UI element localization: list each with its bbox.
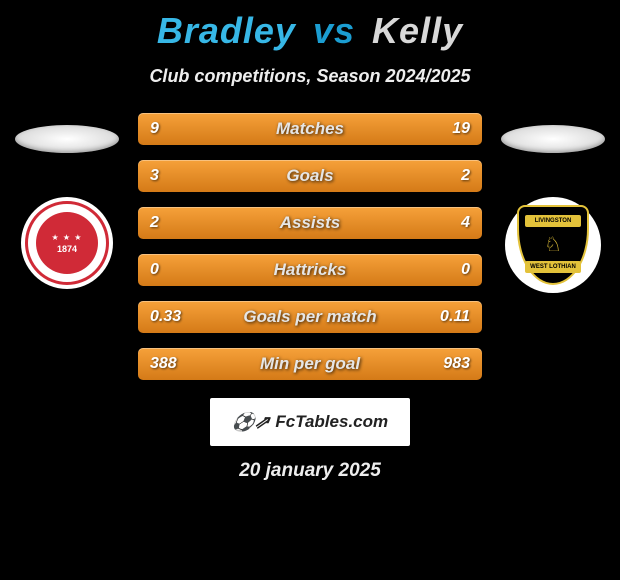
stat-right-value: 0.11 xyxy=(426,308,470,326)
stat-label: Assists xyxy=(280,213,340,233)
stat-right-value: 0 xyxy=(426,261,470,279)
badge-top-banner: LIVINGSTON xyxy=(525,215,581,227)
side-right: LIVINGSTON ♘ WEST LOTHIAN xyxy=(498,113,608,293)
oval-placeholder-icon xyxy=(501,125,605,153)
stat-left-value: 9 xyxy=(150,120,194,138)
stat-row-hattricks: 0 Hattricks 0 xyxy=(138,254,482,286)
stat-row-goals: 3 Goals 2 xyxy=(138,160,482,192)
site-badge: ⚽⇗ FcTables.com xyxy=(210,398,410,446)
stat-row-assists: 2 Assists 4 xyxy=(138,207,482,239)
player2-name: Kelly xyxy=(372,10,463,51)
site-label: FcTables.com xyxy=(275,412,388,432)
lion-icon: ♘ xyxy=(544,232,562,257)
oval-placeholder-icon xyxy=(15,125,119,153)
stat-row-mpg: 388 Min per goal 983 xyxy=(138,348,482,380)
stat-right-value: 4 xyxy=(426,214,470,232)
stat-right-value: 19 xyxy=(426,120,470,138)
player1-photo-slot xyxy=(12,117,122,161)
stat-right-value: 983 xyxy=(426,355,470,373)
badge-ring-icon xyxy=(25,201,109,285)
stat-left-value: 2 xyxy=(150,214,194,232)
stats-column: 9 Matches 19 3 Goals 2 2 Assists 4 0 Hat… xyxy=(138,113,482,380)
shield-icon: LIVINGSTON ♘ WEST LOTHIAN xyxy=(517,205,589,285)
player2-photo-slot xyxy=(498,117,608,161)
stat-label: Goals xyxy=(286,166,333,186)
stat-left-value: 0 xyxy=(150,261,194,279)
badge-bottom-banner: WEST LOTHIAN xyxy=(525,261,581,273)
vs-word: vs xyxy=(313,10,355,51)
player1-club-badge: ★ ★ ★ 1874 xyxy=(21,197,113,289)
main-content: ★ ★ ★ 1874 9 Matches 19 3 Goals 2 2 Assi… xyxy=(0,113,620,380)
vs-title: Bradley vs Kelly xyxy=(0,10,620,52)
stat-left-value: 0.33 xyxy=(150,308,194,326)
stat-label: Goals per match xyxy=(243,307,376,327)
footer-date: 20 january 2025 xyxy=(0,460,620,482)
stat-label: Matches xyxy=(276,119,344,139)
stat-label: Hattricks xyxy=(274,260,347,280)
stat-left-value: 388 xyxy=(150,355,194,373)
player2-club-badge: LIVINGSTON ♘ WEST LOTHIAN xyxy=(505,197,601,293)
player1-name: Bradley xyxy=(157,10,296,51)
site-logo-icon: ⚽⇗ xyxy=(230,412,271,433)
stat-row-matches: 9 Matches 19 xyxy=(138,113,482,145)
side-left: ★ ★ ★ 1874 xyxy=(12,113,122,289)
stat-right-value: 2 xyxy=(426,167,470,185)
stat-row-gpm: 0.33 Goals per match 0.11 xyxy=(138,301,482,333)
stat-label: Min per goal xyxy=(260,354,360,374)
stat-left-value: 3 xyxy=(150,167,194,185)
subtitle: Club competitions, Season 2024/2025 xyxy=(0,66,620,87)
header: Bradley vs Kelly Club competitions, Seas… xyxy=(0,0,620,93)
